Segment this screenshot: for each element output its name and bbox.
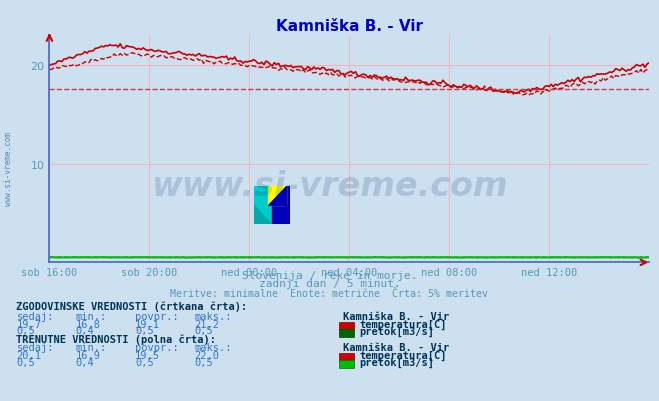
Text: 0,5: 0,5 bbox=[194, 357, 213, 367]
Text: sedaj:: sedaj: bbox=[16, 342, 54, 352]
Bar bbox=[268, 186, 286, 205]
Text: sedaj:: sedaj: bbox=[16, 311, 54, 321]
Text: 0,5: 0,5 bbox=[16, 357, 35, 367]
Text: 0,4: 0,4 bbox=[76, 326, 94, 336]
Bar bbox=[272, 186, 290, 225]
Text: 0,5: 0,5 bbox=[135, 357, 154, 367]
Text: min.:: min.: bbox=[76, 311, 107, 321]
Title: Kamniška B. - Vir: Kamniška B. - Vir bbox=[275, 18, 423, 34]
Text: povpr.:: povpr.: bbox=[135, 311, 179, 321]
Text: zadnji dan / 5 minut.: zadnji dan / 5 minut. bbox=[258, 279, 401, 289]
Text: 16,8: 16,8 bbox=[76, 319, 101, 329]
Text: www.si-vreme.com: www.si-vreme.com bbox=[4, 132, 13, 205]
Text: 20,1: 20,1 bbox=[16, 350, 42, 360]
Text: 0,5: 0,5 bbox=[194, 326, 213, 336]
Polygon shape bbox=[254, 205, 272, 225]
Text: 19,1: 19,1 bbox=[135, 319, 160, 329]
Text: 19,5: 19,5 bbox=[135, 350, 160, 360]
Text: Kamniška B. - Vir: Kamniška B. - Vir bbox=[343, 342, 449, 352]
Text: min.:: min.: bbox=[76, 342, 107, 352]
Bar bbox=[254, 186, 272, 225]
Text: 0,4: 0,4 bbox=[76, 357, 94, 367]
Polygon shape bbox=[268, 186, 286, 205]
Text: pretok[m3/s]: pretok[m3/s] bbox=[359, 326, 434, 336]
Text: temperatura[C]: temperatura[C] bbox=[359, 319, 447, 329]
Text: temperatura[C]: temperatura[C] bbox=[359, 350, 447, 360]
Text: maks.:: maks.: bbox=[194, 342, 232, 352]
Text: 16,9: 16,9 bbox=[76, 350, 101, 360]
Text: 21,2: 21,2 bbox=[194, 319, 219, 329]
Text: 0,5: 0,5 bbox=[16, 326, 35, 336]
Text: povpr.:: povpr.: bbox=[135, 342, 179, 352]
Text: 0,5: 0,5 bbox=[135, 326, 154, 336]
Text: Slovenija / reke in morje.: Slovenija / reke in morje. bbox=[242, 271, 417, 281]
Text: ZGODOVINSKE VREDNOSTI (črtkana črta):: ZGODOVINSKE VREDNOSTI (črtkana črta): bbox=[16, 301, 248, 312]
Text: maks.:: maks.: bbox=[194, 311, 232, 321]
Text: pretok[m3/s]: pretok[m3/s] bbox=[359, 357, 434, 367]
Text: 19,7: 19,7 bbox=[16, 319, 42, 329]
Text: Meritve: minimalne  Enote: metrične  Črta: 5% meritev: Meritve: minimalne Enote: metrične Črta:… bbox=[171, 288, 488, 298]
Text: Kamniška B. - Vir: Kamniška B. - Vir bbox=[343, 311, 449, 321]
Text: www.si-vreme.com: www.si-vreme.com bbox=[151, 170, 508, 203]
Text: TRENUTNE VREDNOSTI (polna črta):: TRENUTNE VREDNOSTI (polna črta): bbox=[16, 333, 216, 344]
Text: 22,0: 22,0 bbox=[194, 350, 219, 360]
